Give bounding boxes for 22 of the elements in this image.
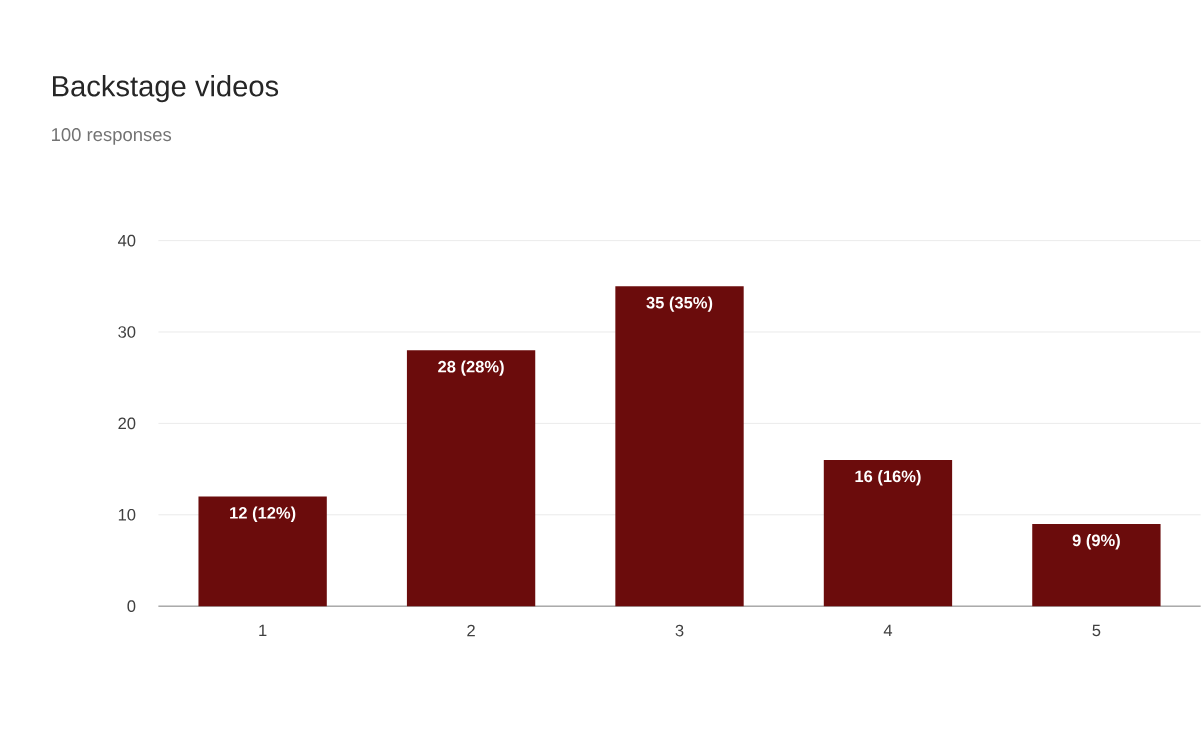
x-tick-label: 2 [467,624,475,637]
chart-subtitle: 100 responses [52,128,172,146]
y-tick-label: 0 [127,600,136,613]
y-tick-label: 30 [118,326,136,339]
bar [198,496,327,607]
x-tick-label: 5 [1092,624,1101,637]
x-tick-label: 4 [883,624,893,637]
y-tick-label: 20 [118,417,136,430]
y-tick-label: 10 [118,509,136,521]
bar [823,460,953,607]
data-label: 28 (28%) [438,360,504,376]
data-label: 12 (12%) [230,506,296,523]
data-label: 9 (9%) [1072,534,1120,550]
data-label: 16 (16%) [855,470,921,486]
bar [615,286,744,607]
chart-title: Backstage videos [53,75,279,103]
bar [406,350,536,607]
x-tick-label: 3 [675,624,684,637]
bar [1032,524,1161,607]
data-label: 35 (35%) [646,296,713,313]
x-tick-label: 1 [259,624,267,637]
y-tick-label: 40 [117,234,136,247]
